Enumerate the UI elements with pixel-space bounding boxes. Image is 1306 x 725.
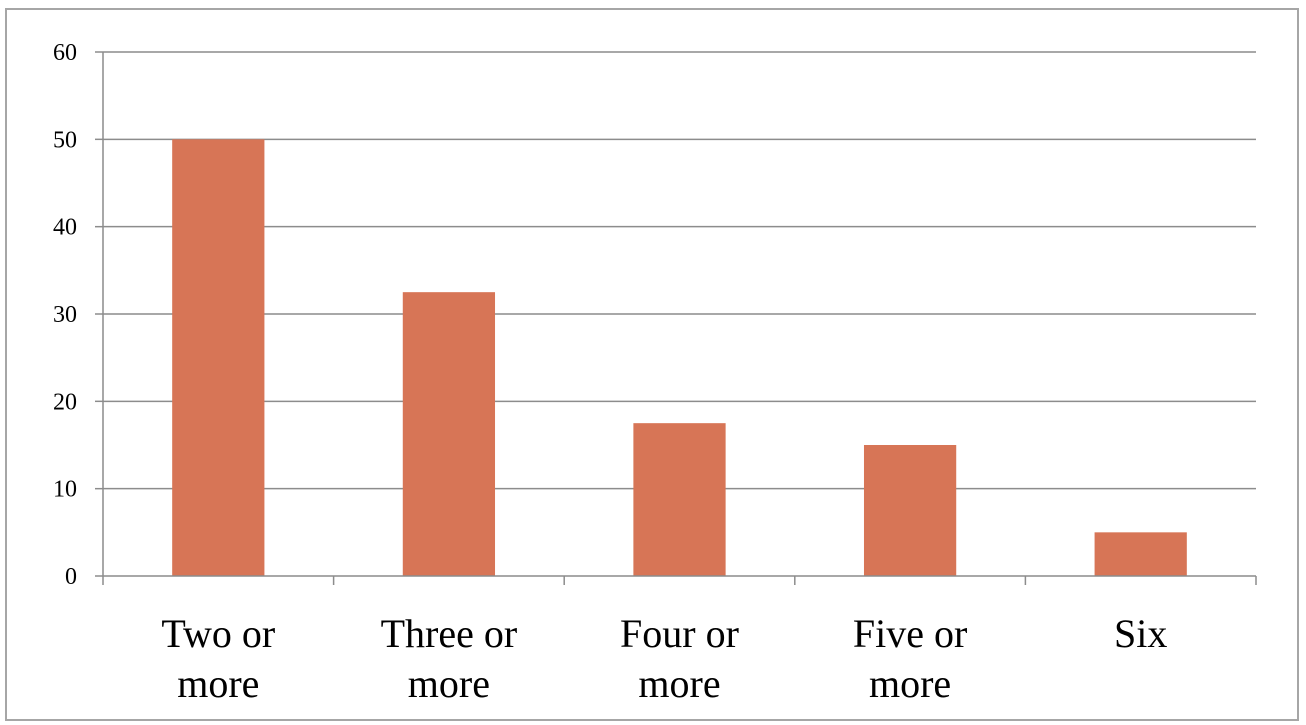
y-axis-tick-labels: 0 10 20 30 40 50 60: [53, 40, 77, 590]
bars: [172, 139, 1187, 577]
y-tick-label: 40: [53, 215, 77, 241]
x-category-label: Four or: [620, 611, 739, 656]
x-category-label: Five or: [853, 611, 967, 656]
x-category-label: Six: [1114, 611, 1167, 656]
bar: [1094, 532, 1187, 576]
bar: [633, 423, 726, 576]
bar: [172, 139, 265, 577]
x-category-label: more: [177, 661, 259, 706]
axes: [95, 51, 1257, 585]
bar: [402, 292, 496, 576]
y-tick-label: 50: [53, 127, 77, 153]
y-tick-label: 30: [53, 302, 77, 328]
x-axis-category-labels: Two or more Three or more Four or more Five or…: [161, 611, 1167, 706]
y-tick-label: 60: [53, 40, 77, 66]
x-category-label: Two or: [161, 611, 275, 656]
x-category-label: more: [869, 661, 951, 706]
y-tick-label: 20: [53, 389, 77, 415]
gridlines: [103, 51, 1256, 490]
x-category-label: more: [408, 661, 490, 706]
bar: [863, 445, 957, 576]
x-category-label: more: [638, 661, 720, 706]
y-tick-label: 10: [53, 477, 77, 503]
x-category-label: Three or: [381, 611, 518, 656]
y-tick-label: 0: [65, 564, 77, 590]
